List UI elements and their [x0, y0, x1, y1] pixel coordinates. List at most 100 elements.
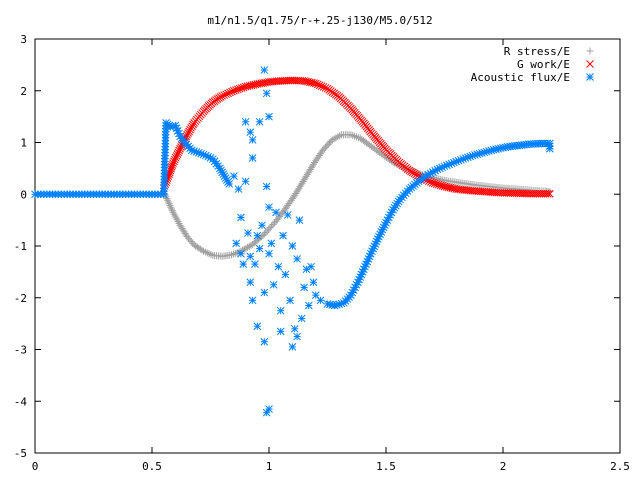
data-point	[166, 201, 174, 209]
data-point	[279, 231, 287, 240]
data-point	[286, 296, 294, 305]
legend-marker	[586, 47, 594, 55]
data-point	[222, 90, 230, 99]
data-point	[304, 301, 313, 310]
legend-marker	[586, 60, 594, 68]
data-point	[201, 151, 210, 160]
data-point	[288, 343, 297, 351]
data-point	[295, 216, 304, 224]
series-1	[159, 76, 554, 198]
data-point	[317, 82, 326, 90]
data-point	[218, 92, 227, 100]
data-point	[300, 283, 308, 292]
data-point	[274, 262, 283, 271]
data-point	[262, 182, 271, 191]
y-tick-label: 1	[20, 137, 27, 150]
data-point	[392, 160, 400, 168]
data-point	[276, 327, 285, 336]
data-point	[272, 208, 280, 217]
data-point	[260, 66, 269, 74]
data-point	[225, 180, 234, 188]
data-point	[269, 280, 278, 289]
data-point	[168, 205, 175, 213]
x-tick-label: 2.5	[610, 460, 630, 473]
data-point	[237, 213, 245, 222]
series-2	[31, 66, 554, 417]
data-point	[269, 220, 277, 228]
data-point	[311, 79, 320, 88]
data-point	[545, 189, 554, 198]
data-point	[230, 172, 238, 180]
x-tick-label: 1.5	[376, 460, 396, 473]
data-point	[290, 324, 299, 333]
data-point	[321, 83, 330, 92]
data-point	[307, 262, 315, 271]
data-point	[244, 229, 252, 237]
data-point	[276, 306, 285, 315]
data-point	[267, 239, 276, 248]
data-point	[258, 221, 266, 230]
data-point	[164, 196, 172, 204]
data-point	[293, 255, 301, 263]
data-point	[319, 83, 328, 91]
data-point	[232, 239, 241, 248]
plot-frame	[34, 38, 621, 454]
data-point	[265, 112, 273, 121]
data-point	[425, 177, 433, 185]
data-point	[246, 128, 255, 137]
data-point	[226, 88, 234, 97]
y-tick-label: 0	[20, 188, 27, 201]
data-point	[260, 230, 268, 238]
data-point	[297, 314, 306, 323]
y-tick-label: -4	[14, 395, 28, 408]
data-point	[169, 159, 177, 168]
data-point	[224, 89, 232, 98]
y-tick-label: -2	[14, 292, 27, 305]
data-point	[262, 89, 271, 98]
data-point	[286, 76, 295, 85]
x-tick-label: 0	[32, 460, 39, 473]
data-point	[241, 117, 250, 126]
y-tick-label: 2	[20, 85, 27, 98]
y-tick-label: 3	[20, 33, 27, 46]
data-point	[266, 224, 274, 232]
data-point	[172, 152, 181, 160]
data-point	[283, 211, 292, 219]
data-point	[228, 87, 236, 96]
data-point	[260, 288, 269, 297]
data-point	[248, 136, 257, 144]
tick-layer: 0 0.5 1 1.5 2 2.5 3 2 1 0 -1 -2 -3 -4 -5	[14, 33, 630, 473]
data-point	[165, 200, 173, 208]
x-tick-label: 2	[500, 460, 507, 473]
data-point	[251, 260, 259, 268]
data-point	[265, 203, 273, 212]
data-point	[171, 153, 180, 162]
data-point	[268, 222, 276, 230]
data-point	[173, 150, 182, 158]
x-tick-label: 0.5	[142, 460, 162, 473]
data-point	[168, 207, 176, 215]
y-tick-label: -1	[14, 240, 27, 253]
data-point	[309, 278, 318, 287]
data-point	[220, 91, 229, 99]
data-point	[315, 81, 324, 90]
data-point	[253, 231, 262, 240]
data-point	[234, 185, 243, 193]
series-0	[160, 131, 554, 260]
data-point	[246, 278, 255, 287]
data-point	[262, 408, 271, 417]
x-tick-label: 1	[266, 460, 273, 473]
data-point	[262, 228, 270, 236]
data-point	[164, 198, 172, 206]
data-point	[543, 189, 552, 198]
data-point	[163, 195, 171, 203]
data-point	[265, 225, 273, 233]
data-point	[293, 332, 301, 341]
y-tick-label: -3	[14, 344, 27, 357]
data-point	[241, 177, 250, 186]
data-point	[313, 80, 322, 89]
data-point	[239, 260, 248, 268]
data-point	[253, 322, 262, 331]
data-point	[170, 155, 179, 164]
